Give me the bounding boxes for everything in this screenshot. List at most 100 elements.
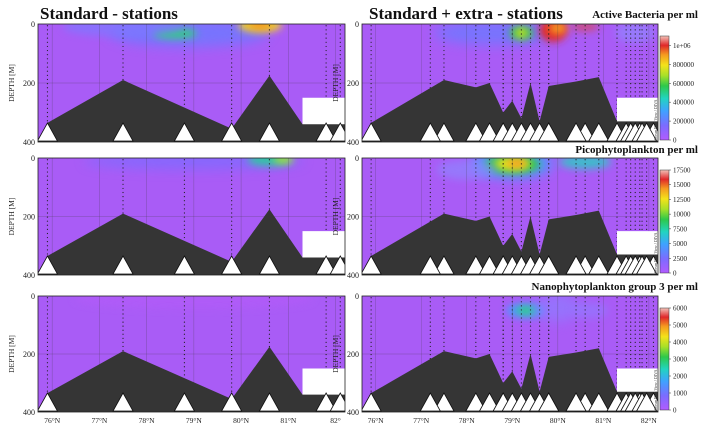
sample-dot — [502, 179, 504, 181]
sample-dot — [652, 325, 655, 327]
sample-dot — [641, 70, 643, 72]
sample-dot — [584, 297, 586, 299]
sample-dot — [511, 33, 513, 35]
y-tick-label: 200 — [23, 79, 35, 88]
sample-dot — [370, 191, 372, 194]
sample-dot — [646, 345, 648, 348]
sample-dot — [339, 66, 341, 68]
sample-dot — [575, 33, 577, 35]
sample-dot — [370, 66, 372, 68]
sample-dot — [443, 167, 445, 169]
sample-dot — [231, 37, 233, 39]
sample-dot — [511, 49, 513, 52]
station-marker — [220, 255, 243, 275]
sample-dot — [548, 49, 550, 52]
sample-dot — [370, 171, 372, 173]
sample-dot — [511, 179, 513, 181]
sample-dot — [443, 349, 445, 352]
sample-dot — [339, 37, 341, 39]
sample-dot — [616, 175, 618, 177]
sample-dot — [325, 366, 327, 368]
sample-dot — [122, 54, 124, 56]
sample-dot — [616, 317, 618, 319]
sample-dot — [616, 159, 618, 161]
sample-dot — [639, 216, 641, 218]
sample-dot — [625, 228, 627, 230]
sample-dot — [630, 196, 632, 198]
plot-frame — [37, 23, 346, 143]
station-marker — [258, 392, 281, 412]
sample-dot — [502, 183, 504, 185]
sample-dot — [639, 329, 641, 331]
sample-dot — [122, 337, 124, 339]
sample-dot — [183, 37, 186, 39]
sample-dot — [639, 358, 641, 360]
sample-dot — [339, 159, 341, 161]
sample-dot — [183, 353, 186, 356]
sample-dot — [548, 78, 550, 81]
sample-dot — [634, 329, 636, 331]
sample-dot — [511, 159, 513, 161]
sample-dot — [511, 37, 513, 39]
sample-dot — [575, 204, 577, 206]
sample-dot — [634, 224, 636, 226]
sample-dot — [548, 82, 550, 85]
sample-dot — [443, 309, 445, 311]
sample-dot — [339, 333, 341, 335]
sample-dot — [539, 70, 541, 72]
sample-dot — [511, 305, 513, 307]
sample-dot — [443, 337, 445, 339]
sample-dot — [539, 175, 541, 177]
sample-dot — [231, 366, 233, 368]
sample-dot — [475, 200, 477, 202]
sample-dot — [370, 370, 372, 372]
sample-dot — [122, 45, 124, 48]
sample-dot — [646, 204, 648, 206]
sample-dot — [548, 349, 550, 352]
sample-dot — [529, 317, 532, 319]
sample-dot — [502, 196, 504, 198]
sample-dot — [598, 41, 600, 43]
odv-credit: Ocean Data View / DIVA — [653, 233, 658, 274]
sample-dot — [429, 196, 431, 198]
sample-dot — [443, 45, 445, 48]
sample-dot — [625, 341, 627, 343]
sample-dot — [634, 25, 636, 27]
sample-dot — [370, 337, 372, 339]
sample-dot — [634, 82, 636, 85]
sample-dot — [370, 390, 372, 392]
colorbar-tick-label: 600000 — [673, 80, 695, 88]
sample-dot — [488, 70, 491, 72]
sample-dot — [339, 358, 341, 360]
sample-dot — [443, 37, 445, 39]
sample-dot — [370, 358, 372, 360]
sample-dot — [46, 345, 49, 348]
sample-dot — [616, 358, 618, 360]
sample-dot — [183, 297, 186, 299]
sample-dot — [325, 358, 327, 360]
sample-dot — [231, 70, 233, 72]
sample-dot — [584, 45, 586, 48]
sample-dot — [429, 301, 431, 303]
sample-dot — [325, 220, 327, 222]
sample-dot — [370, 116, 372, 118]
sample-dot — [529, 325, 532, 327]
sample-dot — [630, 159, 632, 161]
sample-dot — [429, 337, 431, 339]
sample-dot — [598, 317, 600, 319]
sample-dot — [641, 204, 643, 206]
sample-dot — [183, 212, 186, 214]
sample-dot — [529, 329, 532, 331]
sample-dot — [539, 345, 541, 348]
sample-dot — [575, 54, 577, 56]
sample-dot — [183, 341, 186, 343]
y-tick-label: 400 — [347, 138, 359, 147]
sample-dot — [183, 301, 186, 303]
sample-dot — [231, 91, 233, 93]
sample-dot — [539, 95, 541, 97]
sample-dot — [511, 62, 513, 64]
heatmap-blob — [247, 24, 272, 29]
sample-dot — [575, 305, 577, 307]
sample-dot — [122, 309, 124, 311]
